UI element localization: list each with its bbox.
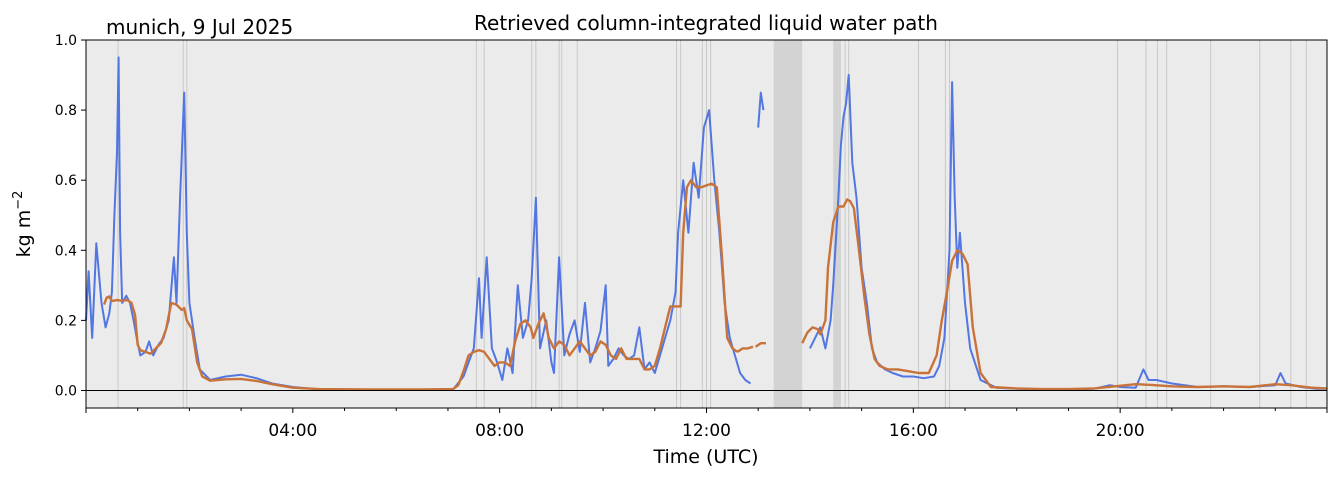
y-tick-label: 0.6 [55, 173, 77, 189]
x-tick-label: 16:00 [889, 421, 938, 441]
raw-lwp-series [809, 74, 1327, 391]
x-tick-label: 04:00 [268, 421, 317, 441]
x-axis-label: Time (UTC) [652, 446, 758, 468]
y-tick-label: 0.8 [55, 103, 77, 119]
site-label: munich, 9 Jul 2025 [106, 15, 293, 39]
y-tick-label: 1.0 [55, 33, 77, 49]
smoothed-lwp-series [736, 345, 754, 353]
x-tick-label: 12:00 [682, 421, 731, 441]
y-tick-label: 0.2 [55, 313, 77, 329]
y-axis-label-unit: kg m [13, 210, 35, 258]
x-axis: 04:00 08:00 12:00 16:00 20:00 [85, 408, 1328, 441]
smoothed-lwp-series [801, 198, 1328, 391]
raw-lwp-series [757, 91, 765, 128]
x-tick-label: 08:00 [475, 421, 524, 441]
flagged-band [773, 40, 803, 408]
y-tick-label: 0.0 [55, 383, 77, 399]
chart-title: Retrieved column-integrated liquid water… [474, 11, 938, 35]
smoothed-lwp-layer [102, 178, 1328, 391]
y-axis: 0.0 0.2 0.4 0.6 0.8 1.0 [55, 33, 86, 399]
x-tick-label: 20:00 [1096, 421, 1145, 441]
y-axis-label: kg m−2 [11, 191, 35, 258]
smoothed-lwp-series [754, 342, 766, 348]
smoothed-lwp-series [102, 178, 739, 391]
y-axis-label-exponent: −2 [11, 191, 26, 210]
y-tick-label: 0.4 [55, 243, 77, 259]
